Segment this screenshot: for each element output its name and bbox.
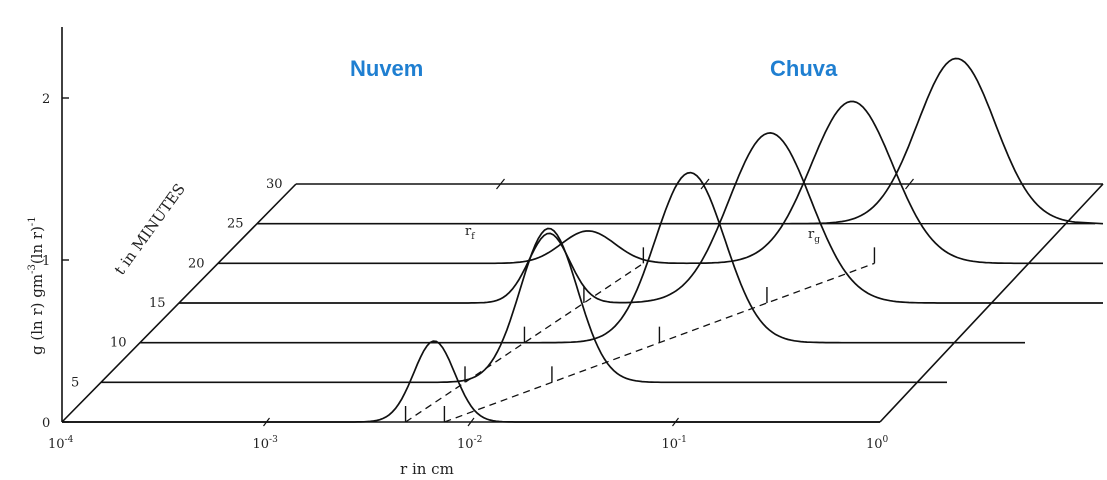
- curve-t5: [101, 227, 948, 384]
- y-axis-title-mid: (ln r): [28, 226, 46, 264]
- axes-frame: [61, 27, 1104, 427]
- t-tick-label: 10: [110, 336, 127, 351]
- y-tick-label: 2: [42, 92, 50, 107]
- curve-t0: [62, 340, 880, 423]
- annotation-chuva: Chuva: [770, 56, 838, 81]
- y-axis-title-exp2: -1: [27, 216, 38, 226]
- curve-t15: [179, 132, 1103, 304]
- marker-line-rg: [444, 262, 875, 423]
- x-axis-title: r in cm: [400, 460, 454, 478]
- y-axis-title: g (ln r) gm-3(ln r)-1: [27, 216, 46, 355]
- t-tick-label: 20: [188, 256, 205, 271]
- annotation-nuvem: Nuvem: [350, 56, 423, 81]
- y-tick-label: 1: [42, 254, 50, 269]
- t-tick-label: 30: [266, 177, 283, 192]
- x-tick-label: 10-4: [48, 435, 74, 452]
- marker-lines: [404, 247, 876, 423]
- x-tick-mark: [467, 417, 475, 427]
- back-tick-mark: [700, 178, 710, 190]
- annotation-rg: rg: [808, 227, 820, 245]
- back-tick-mark: [496, 178, 505, 190]
- t-tick-label: 25: [227, 217, 244, 232]
- tick-labels: 0 1 2 10-4 10-3 10-2 10-1 100 5 10 15 20 25 30: [42, 92, 889, 452]
- curve-t20: [218, 100, 1104, 265]
- x-tick-label: 10-1: [662, 435, 687, 452]
- x-tick-label: 100: [866, 435, 889, 452]
- y-tick-label: 0: [42, 416, 50, 431]
- x-tick-label: 10-2: [457, 435, 482, 452]
- curve-t10: [140, 171, 1026, 344]
- t-tick-label: 5: [71, 375, 79, 390]
- z-axis-title: t in MINUTES: [111, 180, 189, 278]
- y-axis-title-exp1: -3: [27, 264, 38, 274]
- curve-series: [62, 57, 1104, 423]
- back-tick-mark: [905, 178, 914, 190]
- t-tick-label: 15: [149, 296, 166, 311]
- annotation-rf: rf: [465, 224, 475, 242]
- curve-t25: [257, 57, 1104, 225]
- x-tick-label: 10-3: [253, 435, 279, 452]
- y-axis-title-main: g (ln r) gm: [28, 274, 46, 355]
